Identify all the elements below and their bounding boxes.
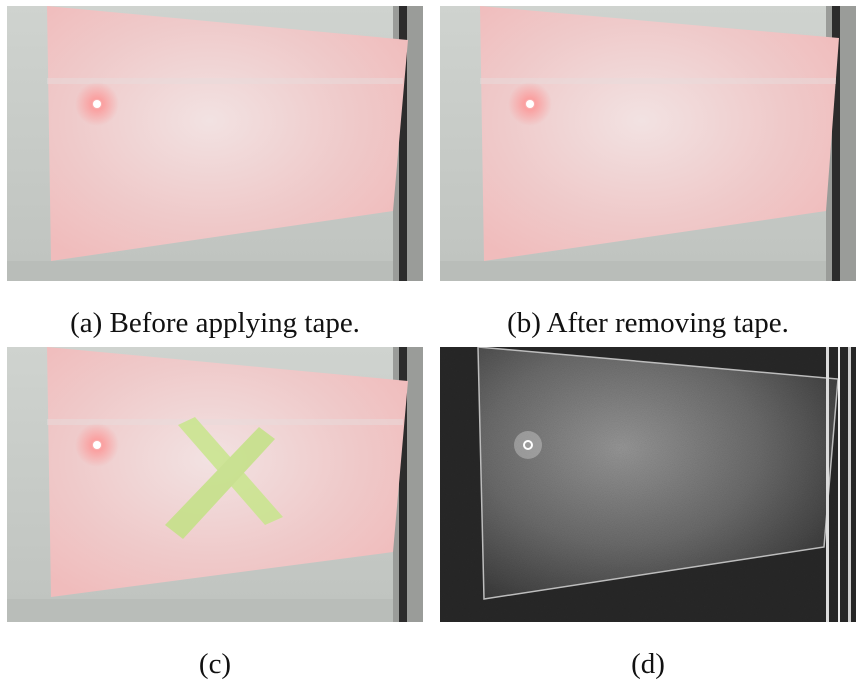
laser-sheet-photo-a bbox=[7, 6, 423, 281]
photo-panel-d bbox=[440, 347, 856, 622]
caption-panel-c: (c) bbox=[198, 648, 232, 680]
photo-panel-c bbox=[7, 347, 423, 622]
tape-cross bbox=[165, 417, 283, 539]
photo-panel-a bbox=[7, 6, 423, 281]
photo-panel-b bbox=[440, 6, 856, 281]
laser-sheet-photo-c bbox=[7, 347, 423, 622]
speckle-difference-image-d bbox=[440, 347, 856, 622]
laser-sheet-photo-b bbox=[440, 6, 856, 281]
caption-panel-b: (b) After removing tape. bbox=[507, 307, 789, 339]
caption-panel-a: (a) Before applying tape. bbox=[70, 307, 360, 339]
caption-panel-d: (d) bbox=[631, 648, 665, 680]
